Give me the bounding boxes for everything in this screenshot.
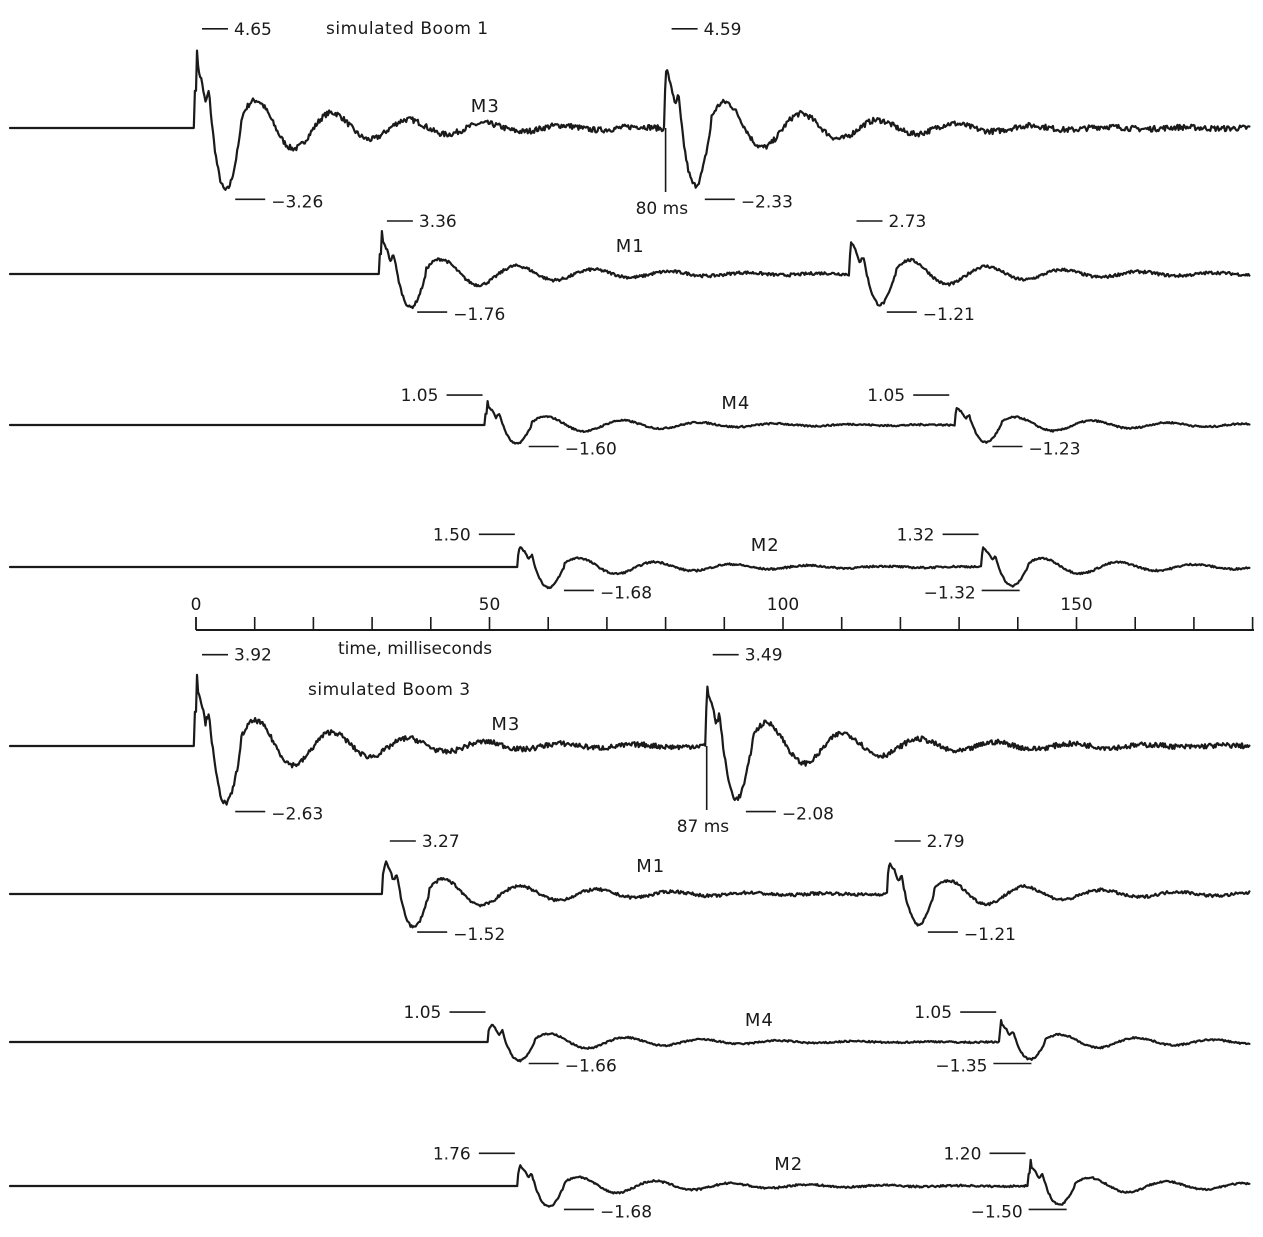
trace-m1-group [8,860,1251,929]
trace-m3-group [8,673,1251,806]
x-tick-label: 100 [767,595,799,615]
trace-m3-group [8,49,1251,191]
trough-value-label: −1.66 [565,1057,617,1077]
peak-value-label: 1.05 [914,1003,952,1023]
peak-value-label: 1.76 [433,1144,471,1164]
trace-name-label: M2 [774,1154,803,1175]
peak-value-label: 4.59 [704,20,742,40]
peak-value-label: 3.49 [745,646,783,666]
trace-name-label: M3 [471,96,500,117]
trough-value-label: −1.68 [600,583,652,603]
panel-title: simulated Boom 3 [308,680,471,700]
x-tick-label: 50 [479,595,501,615]
trace-m2-group [8,1158,1251,1208]
panel-title: simulated Boom 1 [326,19,489,39]
series-line-m4 [8,400,1251,445]
peak-value-label: 1.50 [433,525,471,545]
peak-value-label: 1.05 [404,1003,442,1023]
peak-value-label: 3.92 [234,646,272,666]
x-axis-label: time, milliseconds [338,639,492,659]
peak-value-label: 1.05 [867,386,905,406]
trough-value-label: −1.50 [971,1202,1023,1222]
trough-value-label: −1.60 [565,440,617,460]
peak-value-label: 3.27 [422,832,460,852]
peak-value-label: 1.20 [944,1144,982,1164]
series-line-m1 [8,860,1251,929]
trough-value-label: −2.33 [741,192,793,212]
trough-value-label: −1.68 [600,1202,652,1222]
peak-value-label: 3.36 [419,212,457,232]
trace-name-label: M1 [616,236,645,257]
series-line-m2 [8,546,1251,590]
series-line-m4 [8,1019,1251,1063]
trough-value-label: −1.23 [1028,440,1080,460]
peak-value-label: 4.65 [234,20,272,40]
trace-m4-group [8,1019,1251,1063]
peak-value-label: 1.32 [897,525,935,545]
trough-value-label: −3.26 [271,192,323,212]
trough-value-label: −1.21 [964,925,1016,945]
trough-value-label: −1.76 [453,305,505,325]
trace-name-label: M2 [751,535,780,556]
trace-name-label: M3 [491,714,520,735]
trace-name-label: M4 [745,1010,774,1031]
trace-m1-group [8,230,1251,310]
lag-label: 87 ms [677,817,730,837]
x-tick-label: 0 [191,595,202,615]
peak-value-label: 2.79 [927,832,965,852]
trough-value-label: −1.21 [923,305,975,325]
trace-m2-group [8,546,1251,590]
series-line-m3 [8,673,1251,806]
trace-name-label: M4 [721,393,750,414]
trough-value-label: −1.32 [924,583,976,603]
trace-m4-group [8,400,1251,445]
series-line-m1 [8,230,1251,310]
trough-value-label: −1.52 [453,925,505,945]
series-line-m2 [8,1158,1251,1208]
peak-value-label: 1.05 [401,386,439,406]
peak-value-label: 2.73 [889,212,927,232]
lag-label: 80 ms [636,199,689,219]
trough-value-label: −2.08 [782,805,834,825]
trough-value-label: −2.63 [271,805,323,825]
trough-value-label: −1.35 [935,1057,987,1077]
x-tick-label: 150 [1060,595,1092,615]
trace-name-label: M1 [636,856,665,877]
series-line-m3 [8,49,1251,191]
